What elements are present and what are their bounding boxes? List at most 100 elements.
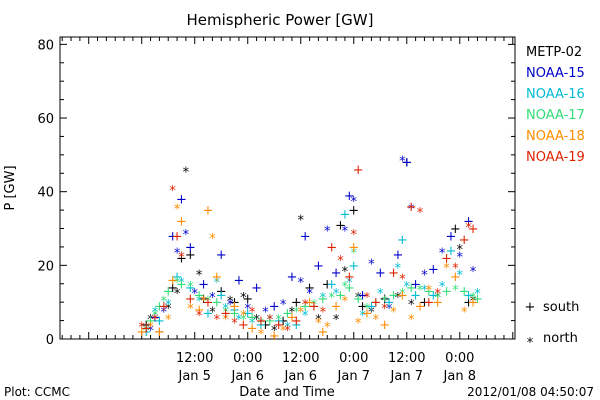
y-tick-label: 60 bbox=[37, 112, 54, 127]
data-point-noaa-17: + bbox=[353, 292, 364, 307]
footer-plot-credit: Plot: CCMC bbox=[4, 385, 70, 399]
data-point-noaa-18: * bbox=[342, 294, 349, 309]
data-point-noaa-15: + bbox=[251, 281, 262, 296]
data-point-noaa-18: * bbox=[209, 232, 216, 247]
data-point-metp-02: * bbox=[209, 306, 216, 321]
data-point-noaa-19: + bbox=[423, 296, 434, 311]
data-point-metp-02: * bbox=[147, 313, 154, 328]
data-point-noaa-16: + bbox=[428, 288, 439, 303]
data-point-noaa-18: * bbox=[355, 317, 362, 332]
data-point-noaa-15: * bbox=[280, 298, 287, 313]
data-point-metp-02: * bbox=[434, 291, 441, 306]
marker-legend: + south * north bbox=[525, 300, 580, 351]
data-point-noaa-19: * bbox=[196, 309, 203, 324]
data-point-noaa-19: * bbox=[152, 313, 159, 328]
data-point-noaa-16: + bbox=[273, 314, 284, 329]
data-point-noaa-18: * bbox=[443, 261, 450, 276]
data-point-noaa-16: + bbox=[309, 299, 320, 314]
data-point-noaa-18: * bbox=[187, 302, 194, 317]
data-point-noaa-17: + bbox=[423, 285, 434, 300]
data-point-noaa-18: + bbox=[348, 240, 359, 255]
data-point-noaa-15: * bbox=[457, 250, 464, 265]
data-point-noaa-17: + bbox=[300, 299, 311, 314]
data-point-metp-02: * bbox=[355, 291, 362, 306]
y-tick-label: 20 bbox=[37, 259, 54, 274]
data-point-noaa-18: + bbox=[194, 303, 205, 318]
data-point-metp-02: + bbox=[304, 281, 315, 296]
data-point-metp-02: * bbox=[342, 265, 349, 280]
y-tick-label: 40 bbox=[37, 186, 54, 201]
data-point-noaa-18: + bbox=[317, 325, 328, 340]
data-point-noaa-19: + bbox=[326, 240, 337, 255]
data-point-noaa-19: + bbox=[468, 222, 479, 237]
data-point-noaa-15: + bbox=[300, 229, 311, 244]
x-axis-ticks: 12:00 Jan 5 0:00 Jan 6 12:00 Jan 6 0:00 Jan 7 12… bbox=[61, 37, 514, 384]
data-point-noaa-15: + bbox=[344, 189, 355, 204]
marker-legend-symbol-south: + bbox=[525, 300, 536, 315]
data-point-noaa-15: * bbox=[244, 302, 251, 317]
data-point-noaa-17: + bbox=[282, 307, 293, 322]
y-axis-label: P [GW] bbox=[3, 165, 18, 210]
data-point-noaa-19: + bbox=[291, 314, 302, 329]
data-point-metp-02: + bbox=[229, 296, 240, 311]
data-point-noaa-19: * bbox=[231, 317, 238, 332]
marker-legend-label-south: south bbox=[543, 300, 579, 315]
data-point-noaa-19: + bbox=[406, 200, 417, 215]
data-point-metp-02: * bbox=[298, 213, 305, 228]
data-point-noaa-15: * bbox=[209, 291, 216, 306]
data-point-noaa-17: + bbox=[370, 296, 381, 311]
data-point-noaa-18: * bbox=[461, 306, 468, 321]
data-point-noaa-19: + bbox=[220, 307, 231, 322]
data-point-metp-02: + bbox=[291, 296, 302, 311]
data-point-noaa-15: * bbox=[408, 202, 415, 217]
data-point-noaa-15: + bbox=[375, 266, 386, 281]
data-point-noaa-16: * bbox=[152, 306, 159, 321]
data-point-metp-02: * bbox=[253, 313, 260, 328]
data-point-noaa-16: + bbox=[397, 233, 408, 248]
data-point-metp-02: * bbox=[174, 287, 181, 302]
data-point-noaa-16: + bbox=[366, 299, 377, 314]
data-point-metp-02: + bbox=[357, 299, 368, 314]
data-point-noaa-15: + bbox=[331, 266, 342, 281]
data-point-noaa-15: * bbox=[399, 155, 406, 170]
legend-entry-noaa-19: NOAA-19 bbox=[526, 150, 585, 165]
marker-legend-label-north: north bbox=[543, 331, 578, 346]
legend-entry-noaa-16: NOAA-16 bbox=[526, 87, 585, 102]
data-point-noaa-16: * bbox=[178, 276, 185, 291]
data-point-noaa-16: + bbox=[154, 314, 165, 329]
data-point-noaa-18: * bbox=[298, 306, 305, 321]
data-point-metp-02: + bbox=[335, 218, 346, 233]
x-tick-date-label: Jan 6 bbox=[284, 369, 317, 384]
data-point-noaa-18: + bbox=[154, 325, 165, 340]
data-point-noaa-17: * bbox=[161, 294, 168, 309]
data-point-noaa-18: + bbox=[167, 274, 178, 289]
data-point-noaa-18: + bbox=[331, 299, 342, 314]
data-point-noaa-16: * bbox=[421, 283, 428, 298]
data-point-noaa-16: + bbox=[229, 303, 240, 318]
data-point-noaa-16: * bbox=[346, 276, 353, 291]
data-point-metp-02: + bbox=[450, 222, 461, 237]
data-point-noaa-18: + bbox=[468, 296, 479, 311]
data-point-metp-02: * bbox=[333, 313, 340, 328]
legend-entry-noaa-17: NOAA-17 bbox=[526, 108, 585, 123]
data-point-noaa-19: + bbox=[185, 292, 196, 307]
data-point-noaa-15: * bbox=[262, 306, 269, 321]
data-point-noaa-19: + bbox=[203, 296, 214, 311]
data-point-noaa-17: + bbox=[472, 292, 483, 307]
y-tick-label: 80 bbox=[37, 38, 54, 53]
data-point-metp-02: * bbox=[196, 269, 203, 284]
data-point-noaa-16: * bbox=[196, 294, 203, 309]
data-point-noaa-15: + bbox=[233, 274, 244, 289]
data-point-noaa-16: * bbox=[284, 320, 291, 335]
data-point-noaa-17: * bbox=[399, 287, 406, 302]
data-point-noaa-17: * bbox=[275, 313, 282, 328]
data-point-noaa-18: + bbox=[176, 215, 187, 230]
data-point-metp-02: + bbox=[176, 251, 187, 266]
data-point-noaa-19: * bbox=[169, 184, 176, 199]
data-point-noaa-19: + bbox=[158, 299, 169, 314]
data-point-noaa-19: * bbox=[267, 313, 274, 328]
data-point-noaa-15: * bbox=[174, 247, 181, 262]
data-point-noaa-16: * bbox=[320, 291, 327, 306]
data-point-noaa-16: * bbox=[395, 261, 402, 276]
data-point-noaa-16: * bbox=[359, 309, 366, 324]
